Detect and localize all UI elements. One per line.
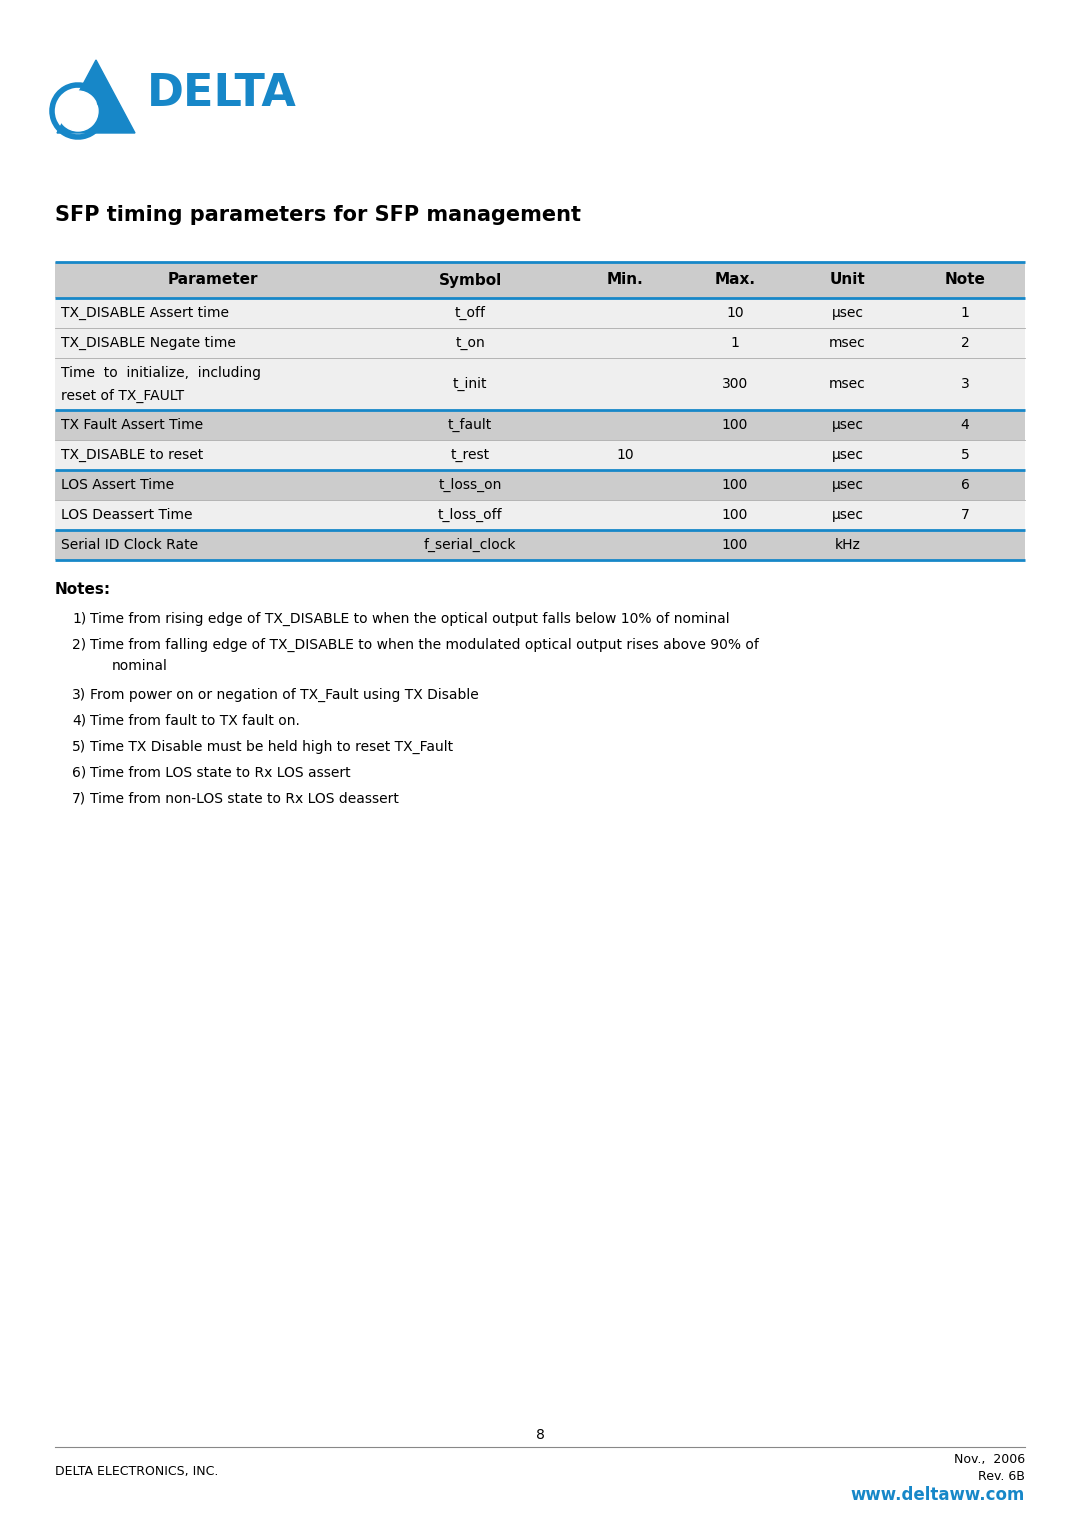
Text: DELTA: DELTA — [147, 72, 297, 116]
Text: 1: 1 — [960, 305, 970, 321]
Text: TX_DISABLE Assert time: TX_DISABLE Assert time — [60, 305, 229, 321]
Text: DELTA ELECTRONICS, INC.: DELTA ELECTRONICS, INC. — [55, 1466, 218, 1478]
Text: Time from fault to TX fault on.: Time from fault to TX fault on. — [90, 715, 300, 728]
Text: t_off: t_off — [455, 305, 486, 321]
Text: μsec: μsec — [832, 418, 864, 432]
Text: 8: 8 — [536, 1428, 544, 1441]
Text: 10: 10 — [726, 305, 744, 321]
Text: Nov.,  2006: Nov., 2006 — [954, 1452, 1025, 1466]
Text: kHz: kHz — [835, 538, 861, 551]
Text: 3): 3) — [72, 689, 86, 702]
Text: 5): 5) — [72, 741, 86, 754]
Text: www.deltaww.com: www.deltaww.com — [851, 1486, 1025, 1504]
Text: μsec: μsec — [832, 478, 864, 492]
Text: 6): 6) — [72, 767, 86, 780]
Text: TX Fault Assert Time: TX Fault Assert Time — [60, 418, 203, 432]
Bar — [55, 440, 1025, 470]
Text: Time from rising edge of TX_DISABLE to when the optical output falls below 10% o: Time from rising edge of TX_DISABLE to w… — [90, 612, 730, 626]
Text: 1: 1 — [730, 336, 740, 350]
Text: Unit: Unit — [829, 272, 865, 287]
Text: Time from falling edge of TX_DISABLE to when the modulated optical output rises : Time from falling edge of TX_DISABLE to … — [90, 638, 759, 652]
Text: msec: msec — [829, 336, 866, 350]
Text: Rev. 6B: Rev. 6B — [978, 1471, 1025, 1484]
Text: Parameter: Parameter — [167, 272, 258, 287]
Text: 1): 1) — [72, 612, 86, 626]
Text: SFP timing parameters for SFP management: SFP timing parameters for SFP management — [55, 205, 581, 224]
Text: Note: Note — [945, 272, 985, 287]
Text: 7): 7) — [72, 793, 86, 806]
Text: μsec: μsec — [832, 508, 864, 522]
Text: Min.: Min. — [607, 272, 644, 287]
Text: 7: 7 — [960, 508, 970, 522]
Text: nominal: nominal — [112, 660, 167, 673]
Bar — [55, 411, 1025, 440]
Circle shape — [97, 98, 107, 107]
Text: 100: 100 — [721, 538, 748, 551]
Bar — [55, 298, 1025, 328]
Text: Time from non-LOS state to Rx LOS deassert: Time from non-LOS state to Rx LOS deasse… — [90, 793, 399, 806]
Text: Max.: Max. — [715, 272, 756, 287]
Text: t_loss_off: t_loss_off — [437, 508, 502, 522]
Text: Time  to  initialize,  including: Time to initialize, including — [60, 365, 261, 380]
Bar — [55, 357, 1025, 411]
Text: μsec: μsec — [832, 447, 864, 463]
Text: 4: 4 — [960, 418, 970, 432]
Bar — [55, 263, 1025, 298]
Text: t_init: t_init — [453, 377, 487, 391]
Text: Time from LOS state to Rx LOS assert: Time from LOS state to Rx LOS assert — [90, 767, 351, 780]
Text: 10: 10 — [617, 447, 634, 463]
Text: t_loss_on: t_loss_on — [438, 478, 502, 492]
Bar — [55, 499, 1025, 530]
Text: t_fault: t_fault — [448, 418, 492, 432]
Text: 5: 5 — [960, 447, 970, 463]
Text: 2): 2) — [72, 638, 86, 652]
Text: 2: 2 — [960, 336, 970, 350]
Text: t_rest: t_rest — [450, 447, 489, 463]
Text: 300: 300 — [721, 377, 748, 391]
Text: TX_DISABLE Negate time: TX_DISABLE Negate time — [60, 336, 235, 350]
Text: 100: 100 — [721, 478, 748, 492]
Text: 100: 100 — [721, 418, 748, 432]
Text: f_serial_clock: f_serial_clock — [423, 538, 516, 553]
Text: t_on: t_on — [455, 336, 485, 350]
Text: From power on or negation of TX_Fault using TX Disable: From power on or negation of TX_Fault us… — [90, 689, 478, 702]
Text: LOS Deassert Time: LOS Deassert Time — [60, 508, 192, 522]
Text: μsec: μsec — [832, 305, 864, 321]
Text: 6: 6 — [960, 478, 970, 492]
Polygon shape — [57, 60, 135, 133]
Text: Notes:: Notes: — [55, 582, 111, 597]
Text: Serial ID Clock Rate: Serial ID Clock Rate — [60, 538, 198, 551]
Text: 4): 4) — [72, 715, 86, 728]
Text: LOS Assert Time: LOS Assert Time — [60, 478, 174, 492]
Bar — [55, 328, 1025, 357]
Text: msec: msec — [829, 377, 866, 391]
Text: Symbol: Symbol — [438, 272, 501, 287]
Text: 100: 100 — [721, 508, 748, 522]
Text: reset of TX_FAULT: reset of TX_FAULT — [60, 388, 184, 403]
Bar — [55, 470, 1025, 499]
Bar — [55, 530, 1025, 560]
Text: TX_DISABLE to reset: TX_DISABLE to reset — [60, 447, 203, 463]
Text: 3: 3 — [960, 377, 970, 391]
Text: Time TX Disable must be held high to reset TX_Fault: Time TX Disable must be held high to res… — [90, 741, 454, 754]
Circle shape — [58, 92, 98, 131]
